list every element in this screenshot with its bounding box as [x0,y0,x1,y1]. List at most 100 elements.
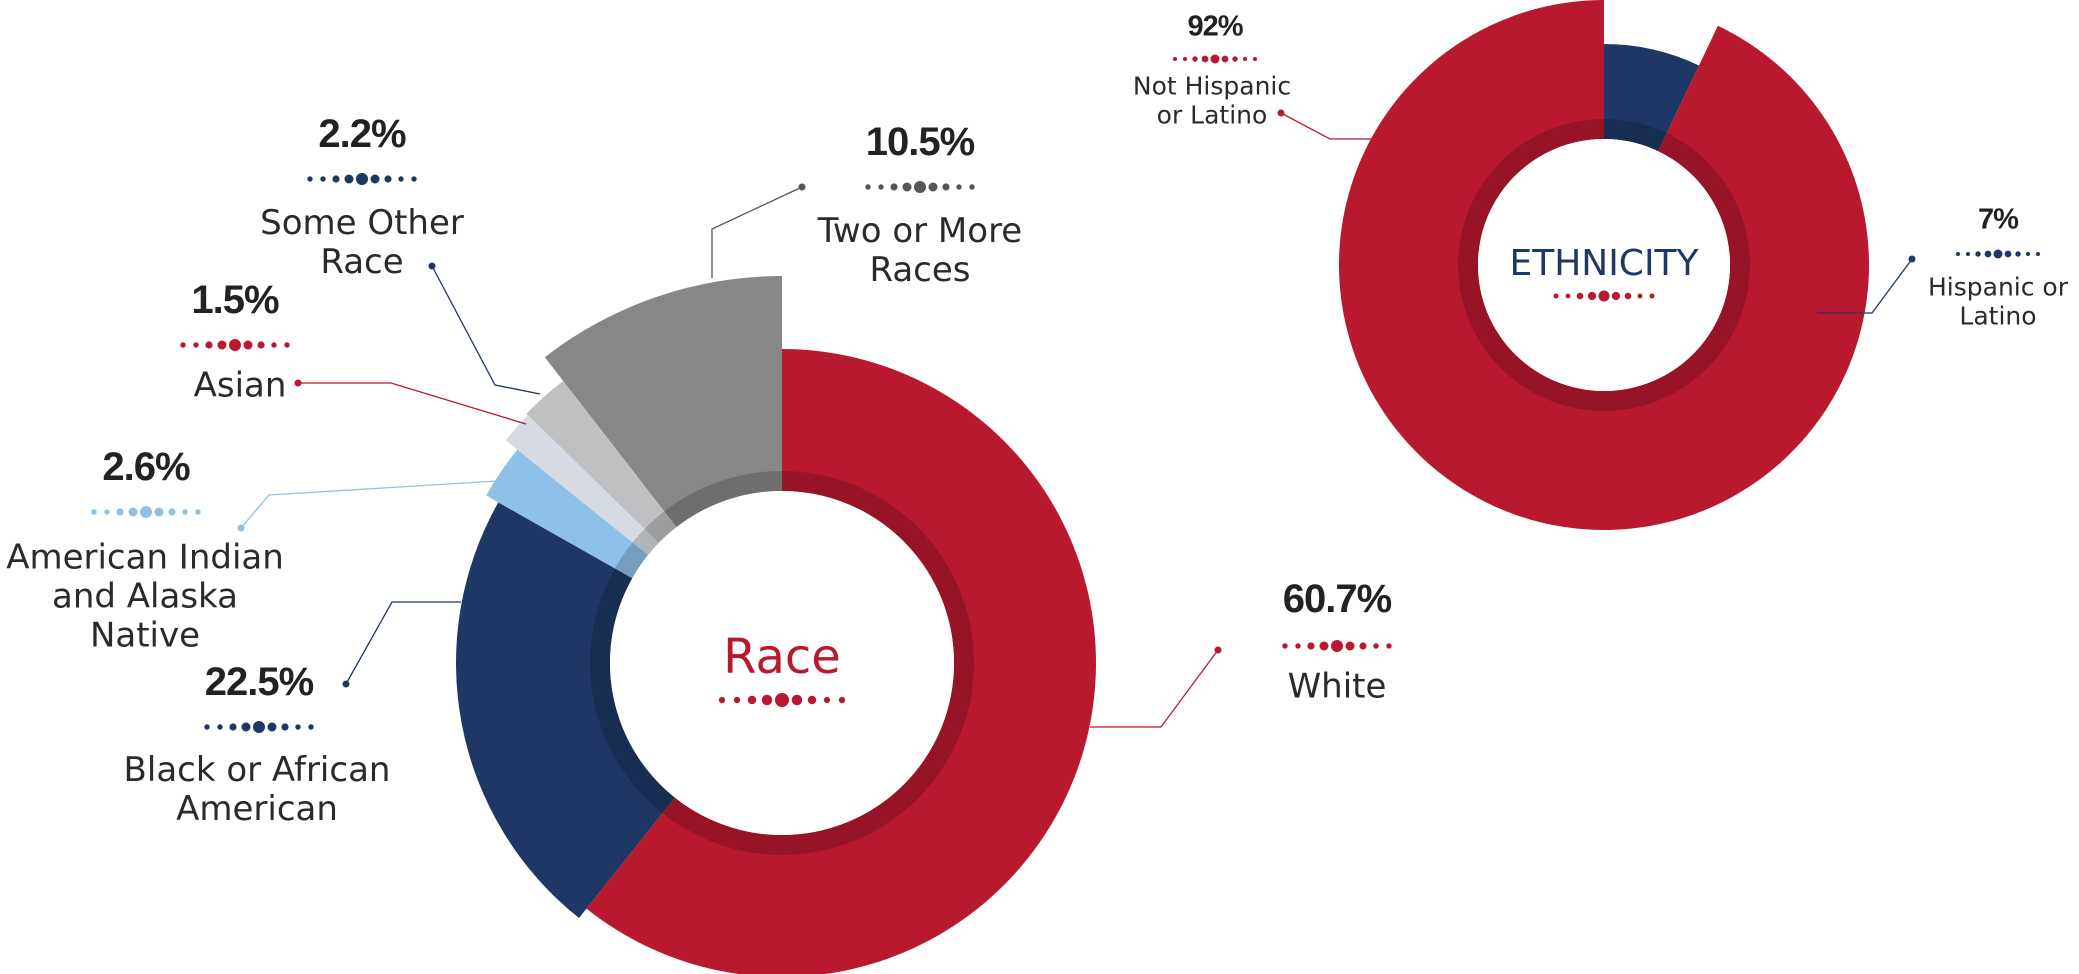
dot-ornament [195,509,201,515]
dot-ornament [942,183,950,191]
dot-ornament [1252,56,1258,62]
dot-ornament [1221,55,1229,63]
dot-ornament [902,182,912,192]
value-label: 60.7% [1282,577,1392,621]
dot-ornament [307,176,313,182]
category-label: Not Hispanic or Latino [1132,71,1292,129]
dot-ornament [2035,251,2041,257]
dot-ornament [91,509,97,515]
category-label: Two or More Races [817,210,1023,290]
dot-ornament [1587,291,1597,301]
dot-ornament [154,507,164,517]
dot-ornament [838,696,846,704]
leader-line [1280,112,1372,140]
value-label: 22.5% [204,660,314,704]
value-label: 7% [1978,203,2019,236]
dot-ornament [1232,56,1238,62]
chart-title: Race [723,629,841,685]
chart-title: ETHNICITY [1509,243,1699,284]
dot-ornament [2004,250,2012,258]
dot-ornament [1624,292,1632,300]
leader-dot [798,183,806,191]
dot-ornament [1359,642,1367,650]
dot-ornament [1331,640,1343,652]
dot-ornament [217,724,223,730]
dot-ornament [241,722,251,732]
category-label: American Indian and Alaska Native [6,537,284,656]
value-label: 1.5% [191,278,279,322]
dot-ornament [865,184,871,190]
leader-dot [342,680,350,688]
dot-ornament [1201,55,1209,63]
dot-ornament [1307,642,1315,650]
dot-ornament [1386,643,1392,649]
dot-ornament [267,722,277,732]
leader-dot [294,379,302,387]
dot-ornament [308,724,314,730]
dot-ornament [878,184,884,190]
dot-ornament [928,182,938,192]
leader-line [1817,258,1913,314]
dot-ornament [718,696,726,704]
dot-ornament [807,695,817,705]
value-label: 92% [1187,10,1243,43]
dot-ornament [1637,293,1643,299]
leader-dot [1908,255,1916,263]
leader-dot [237,524,245,532]
dot-ornament [281,723,289,731]
dot-ornament [344,174,354,184]
dot-ornament [1611,291,1621,301]
category-label: Asian [193,365,287,406]
dot-ornament [1319,641,1329,651]
dot-ornament [271,342,277,348]
dot-ornament [1576,292,1584,300]
donut-hole [1478,139,1730,391]
dot-ornament [1373,643,1379,649]
dot-ornament [180,342,186,348]
donut-segment [486,449,649,579]
dot-ornament [356,173,368,185]
value-label: 10.5% [865,120,975,164]
dot-ornament [956,184,962,190]
donut-segment [456,502,675,919]
dot-ornament [890,183,898,191]
dot-ornament [284,342,290,348]
donut-segment [505,415,659,556]
dot-ornament [823,696,831,704]
dot-ornament [253,721,265,733]
dot-ornament [217,340,227,350]
category-label: Hispanic or Latino [1927,272,2068,330]
dot-ornament [204,724,210,730]
dot-ornament [1295,643,1301,649]
dot-ornament [1598,290,1610,302]
dot-ornament [229,339,241,351]
dot-ornament [140,506,152,518]
dot-ornament [295,724,301,730]
dot-ornament [1242,56,1248,62]
dot-ornament [1565,293,1571,299]
dot-ornament [411,176,417,182]
dot-ornament [2015,251,2021,257]
value-label: 2.6% [102,445,190,489]
leader-dot [1214,646,1222,654]
dot-ornament [1282,643,1288,649]
leader-line [1090,649,1219,728]
dot-ornament [168,508,176,516]
dot-ornament [1649,293,1655,299]
dot-ornament [1975,251,1981,257]
dot-ornament [733,696,741,704]
dot-ornament [791,694,803,706]
leader-dot [428,262,436,270]
dot-ornament [2025,251,2031,257]
dot-ornament [1192,56,1198,62]
dot-ornament [320,176,326,182]
dot-ornament [1965,251,1971,257]
leader-dot [1277,109,1285,117]
donut-segment [586,349,1096,974]
donut-segment [526,380,677,543]
leader-line [345,601,461,685]
dot-ornament [1210,54,1220,64]
category-label: White [1287,666,1387,707]
dot-ornament [1993,249,2003,259]
